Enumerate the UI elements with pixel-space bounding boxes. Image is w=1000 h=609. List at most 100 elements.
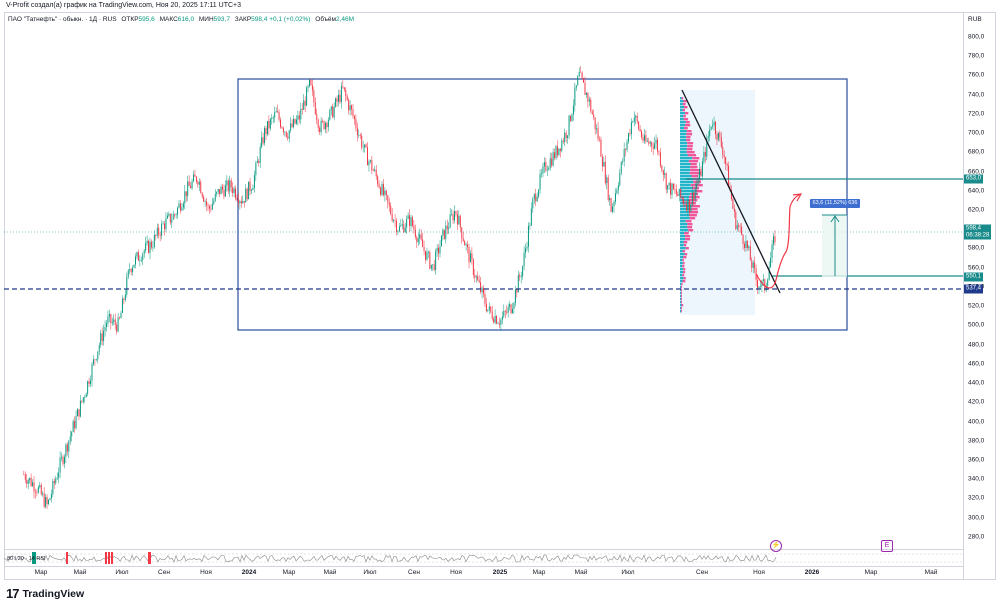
candle-body xyxy=(194,174,196,177)
profile-bar-up xyxy=(680,295,681,298)
candle-body xyxy=(545,162,547,171)
candle-body xyxy=(146,240,148,244)
profile-bar-down xyxy=(682,109,685,112)
candle-body xyxy=(530,208,532,226)
candle-body xyxy=(684,203,686,205)
candle-body xyxy=(583,78,585,83)
candle-body xyxy=(264,128,266,144)
candle-body xyxy=(744,243,746,248)
candle-body xyxy=(220,186,222,195)
candle-body xyxy=(574,87,576,106)
price-axis[interactable] xyxy=(963,12,996,580)
candle-body xyxy=(541,173,543,174)
time-tick: Мар xyxy=(864,569,878,576)
candle-body xyxy=(385,190,387,196)
oscillator-label: 80 / 20 · 14 RSI xyxy=(7,556,46,562)
candle-body xyxy=(662,170,664,175)
candle-body xyxy=(58,472,60,478)
level-537-tag: 537,4 xyxy=(964,284,984,294)
candle-body xyxy=(423,247,425,251)
candle-body xyxy=(390,205,392,214)
candle-body xyxy=(773,236,775,245)
candle-body xyxy=(352,109,354,117)
candle-body xyxy=(633,117,635,122)
candle-body xyxy=(268,121,270,129)
currency-label[interactable]: RUB xyxy=(968,16,982,23)
profile-bar-up xyxy=(680,286,681,289)
time-tick: 2025 xyxy=(492,569,508,576)
candle-body xyxy=(262,137,264,144)
profile-bar-up xyxy=(680,214,690,217)
profile-bar-down xyxy=(692,157,700,160)
candle-body xyxy=(381,183,383,195)
profile-bar-up xyxy=(680,271,684,274)
candle-body xyxy=(481,287,483,293)
candle-body xyxy=(278,112,280,120)
candle-body xyxy=(614,193,616,202)
candle-body xyxy=(768,267,770,280)
candle-body xyxy=(129,269,131,271)
candle-body xyxy=(343,87,345,90)
candle-body xyxy=(594,117,596,130)
candle-body xyxy=(568,115,570,136)
profile-bar-down xyxy=(689,217,696,220)
candle-body xyxy=(732,199,734,209)
candle-body xyxy=(164,223,166,230)
candle-body xyxy=(427,251,429,253)
candle-body xyxy=(610,198,612,212)
candle-body xyxy=(174,214,176,216)
candle-body xyxy=(483,287,485,294)
candle-body xyxy=(193,174,195,182)
candle-body xyxy=(280,119,282,128)
candle-body xyxy=(149,241,151,253)
profile-bar-up xyxy=(680,235,686,238)
lightning-icon[interactable]: ⚡ xyxy=(770,540,782,552)
candle-body xyxy=(496,315,498,324)
candle-body xyxy=(736,225,738,230)
candle-body xyxy=(522,266,524,277)
profile-bar-up xyxy=(680,241,684,244)
candle-body xyxy=(133,264,135,268)
candle-body xyxy=(391,213,393,221)
trend-line xyxy=(681,89,781,294)
candle-body xyxy=(120,312,122,319)
profile-bar-down xyxy=(690,169,700,172)
profile-bar-up xyxy=(680,238,686,241)
candle-body xyxy=(371,160,373,171)
candle-body xyxy=(758,286,760,289)
price-chart[interactable] xyxy=(4,12,963,566)
profile-bar-up xyxy=(680,280,683,283)
profile-bar-up xyxy=(680,232,685,235)
profile-bar-up xyxy=(680,262,683,265)
price-tick: 620,0 xyxy=(968,206,985,214)
candle-body xyxy=(581,72,583,79)
candle-body xyxy=(638,121,640,130)
candle-body xyxy=(107,316,109,324)
candle-body xyxy=(236,197,238,200)
candle-body xyxy=(432,264,434,265)
candle-body xyxy=(335,98,337,107)
candle-body xyxy=(159,234,161,236)
chart-attribution: V-Profit создал(а) график на TradingView… xyxy=(6,2,242,9)
candle-body xyxy=(706,138,708,157)
event-icon[interactable]: E xyxy=(881,540,893,552)
candle-body xyxy=(774,236,776,243)
candle-body xyxy=(749,246,751,261)
candle-body xyxy=(116,324,118,332)
profile-bar-up xyxy=(680,139,687,142)
tradingview-logo[interactable]: 17 TradingView xyxy=(6,586,84,601)
candle-body xyxy=(754,262,756,269)
candle-body xyxy=(253,175,255,188)
candle-body xyxy=(461,227,463,239)
time-axis[interactable] xyxy=(4,566,963,581)
profile-bar-down xyxy=(682,274,685,277)
candle-body xyxy=(188,181,190,187)
candle-body xyxy=(121,298,123,313)
candle-body xyxy=(356,127,358,136)
candle-body xyxy=(326,122,328,128)
candle-body xyxy=(494,315,496,323)
candle-body xyxy=(137,252,139,261)
candle-body xyxy=(542,166,544,174)
candle-body xyxy=(339,94,341,103)
candle-body xyxy=(765,285,767,291)
